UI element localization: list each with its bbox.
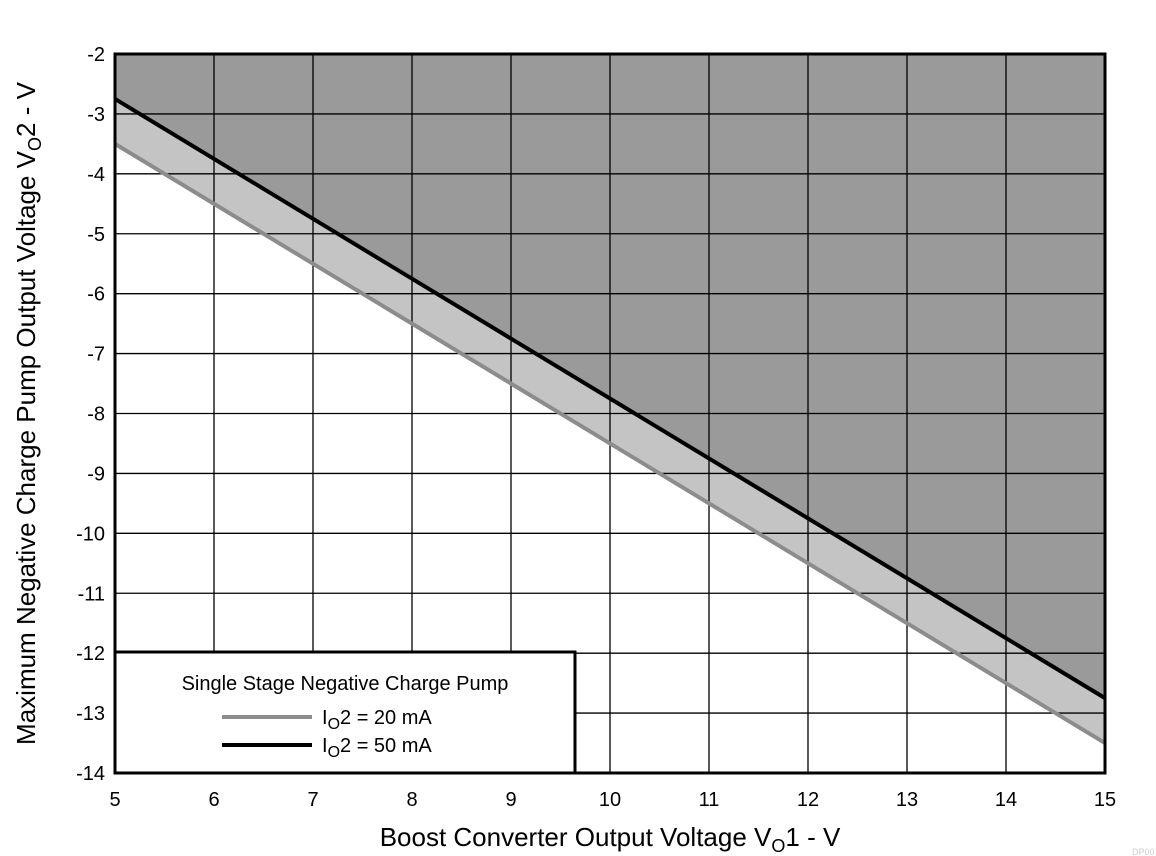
y-tick-label: -7 (87, 344, 105, 366)
legend-label: IO2 = 20 mA (322, 707, 432, 733)
x-axis-title-sub: O (771, 836, 785, 856)
corner-mark: DP00 (1132, 847, 1155, 856)
legend-label-base: I (322, 707, 328, 729)
x-axis-title: Boost Converter Output Voltage VO1 - V (380, 822, 841, 856)
y-tick-label: -13 (76, 703, 105, 725)
legend-label-tail: 2 = 50 mA (340, 735, 432, 757)
x-tick-label: 15 (1094, 789, 1116, 811)
legend-label-base: I (322, 735, 328, 757)
y-tick-label: -8 (87, 404, 105, 426)
y-tick-label: -12 (76, 643, 105, 665)
x-axis-title-tail: 1 - V (785, 822, 841, 852)
x-tick-label: 5 (109, 789, 120, 811)
x-axis-title-base: Boost Converter Output Voltage V (380, 822, 772, 852)
y-tick-label: -5 (87, 224, 105, 246)
y-tick-label: -4 (87, 164, 105, 186)
legend-label: IO2 = 50 mA (322, 735, 432, 761)
x-tick-label: 11 (699, 789, 720, 811)
legend: Single Stage Negative Charge Pump IO2 = … (113, 650, 577, 775)
y-axis-title-tail: 2 - V (11, 81, 41, 137)
x-tick-label: 10 (599, 789, 621, 811)
y-tick-label: -11 (78, 583, 105, 605)
legend-title: Single Stage Negative Charge Pump (182, 673, 509, 695)
y-tick-label: -10 (76, 523, 105, 545)
legend-label-sub: O (328, 716, 340, 733)
y-axis-title-sub: O (25, 137, 45, 151)
y-tick-label: -14 (76, 763, 105, 785)
y-tick-label: -3 (87, 104, 105, 126)
y-tick-label: -9 (87, 463, 105, 485)
x-tick-label: 6 (208, 789, 219, 811)
legend-box (113, 650, 577, 775)
y-axis-title-base: Maximum Negative Charge Pump Output Volt… (11, 150, 41, 745)
x-tick-label: 9 (505, 789, 516, 811)
x-tick-label: 14 (995, 789, 1017, 811)
y-axis-title: Maximum Negative Charge Pump Output Volt… (11, 81, 45, 745)
y-tick-label: -6 (87, 284, 105, 306)
x-tick-label: 13 (896, 789, 918, 811)
x-tick-label: 8 (406, 789, 417, 811)
legend-label-tail: 2 = 20 mA (340, 707, 432, 729)
x-tick-label: 12 (797, 789, 819, 811)
legend-label-sub: O (328, 744, 340, 761)
series-lines (113, 97, 1107, 745)
series-line-50ma (113, 97, 1107, 700)
y-tick-label: -2 (87, 44, 105, 66)
series-line-20ma (113, 142, 1107, 745)
plot-frame (113, 52, 1107, 775)
x-tick-labels: 5 6 7 8 9 10 11 12 13 14 15 (109, 789, 1116, 811)
y-tick-labels: -2 -3 -4 -5 -6 -7 -8 -9 -10 -11 -12 -13 -14 (76, 44, 105, 785)
x-tick-label: 7 (307, 789, 318, 811)
